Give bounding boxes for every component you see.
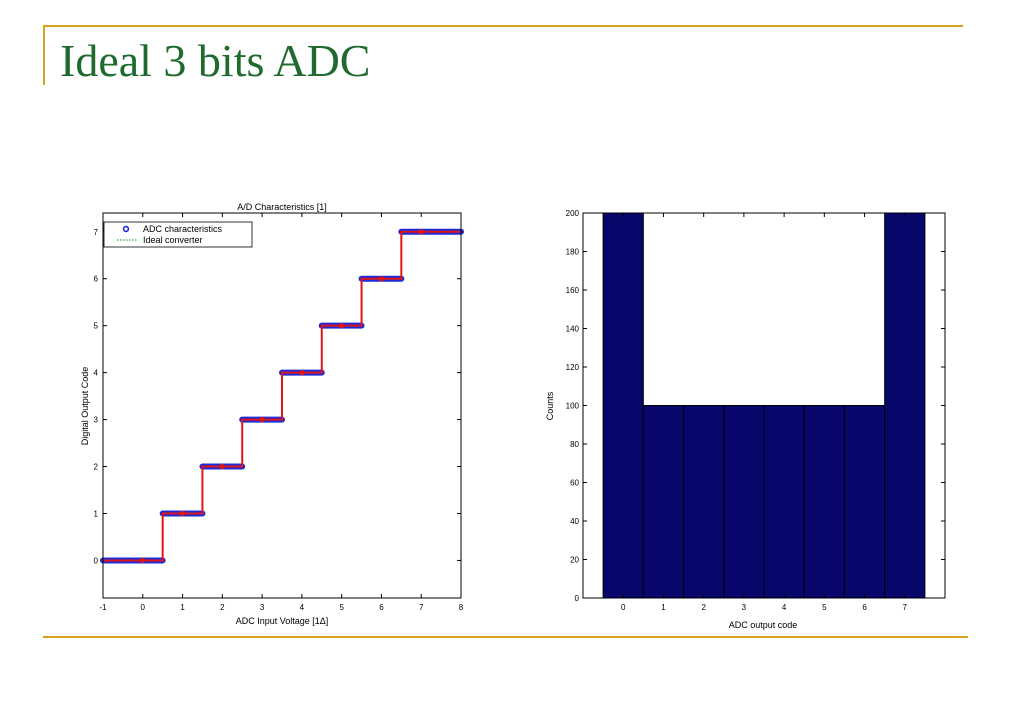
x-tick-label: 5 bbox=[822, 603, 827, 612]
y-tick-label: 7 bbox=[94, 228, 99, 237]
histogram-bar bbox=[683, 405, 725, 599]
y-tick-label: 6 bbox=[94, 275, 99, 284]
x-tick-label: 1 bbox=[180, 603, 185, 612]
code-center-marker bbox=[219, 463, 225, 470]
x-tick-label: 8 bbox=[459, 603, 464, 612]
y-tick-label: 160 bbox=[566, 286, 580, 295]
code-center-marker bbox=[378, 276, 385, 282]
y-tick-label: 20 bbox=[570, 556, 579, 565]
y-tick-label: 60 bbox=[570, 479, 579, 488]
footer-rule bbox=[43, 636, 968, 638]
legend-box bbox=[103, 221, 253, 248]
y-tick-label: 2 bbox=[94, 463, 99, 472]
x-tick-label: 5 bbox=[339, 603, 344, 612]
x-tick-label: 3 bbox=[260, 603, 265, 612]
x-tick-label: 0 bbox=[621, 603, 626, 612]
y-tick-label: 1 bbox=[94, 509, 99, 518]
y-tick-label: 3 bbox=[94, 416, 99, 425]
chart-title: A/D Characteristics [1] bbox=[237, 202, 327, 212]
title-top-rule bbox=[43, 25, 963, 27]
y-tick-label: 200 bbox=[566, 209, 580, 218]
legend-marker-adc-characteristics bbox=[122, 225, 130, 233]
x-tick-label: 6 bbox=[379, 603, 384, 612]
y-tick-label: 140 bbox=[566, 325, 580, 334]
code-center-marker bbox=[259, 416, 265, 423]
code-center-marker bbox=[140, 557, 146, 564]
histogram-bar bbox=[884, 212, 926, 599]
x-tick-label: 3 bbox=[742, 603, 747, 612]
x-tick-label: -1 bbox=[99, 603, 107, 612]
legend: ADC characteristics Ideal converter bbox=[103, 221, 253, 248]
x-axis-label: ADC output code bbox=[729, 620, 798, 630]
tick-labels: 0 1 2 3 4 5 6 7 0 20 40 60 80 100 120 140 160 180 200 bbox=[566, 209, 945, 612]
histogram-bar bbox=[803, 405, 845, 599]
plot-frame bbox=[102, 212, 462, 599]
x-tick-label: 7 bbox=[419, 603, 424, 612]
title-side-rule bbox=[43, 27, 45, 85]
legend-label-adc-characteristics: ADC characteristics bbox=[143, 224, 223, 234]
tick-labels: -1 0 1 2 3 4 5 6 7 8 0 1 2 3 4 5 6 7 bbox=[94, 213, 464, 612]
x-tick-label: 4 bbox=[300, 603, 305, 612]
slide-title: Ideal 3 bits ADC bbox=[60, 35, 371, 86]
y-tick-label: 4 bbox=[94, 369, 99, 378]
y-tick-label: 5 bbox=[94, 322, 99, 331]
legend-label-ideal-converter: Ideal converter bbox=[143, 235, 203, 245]
plot-marks bbox=[100, 228, 464, 564]
code-center-marker bbox=[299, 370, 305, 376]
code-center-marker bbox=[339, 323, 345, 329]
y-tick-label: 120 bbox=[566, 363, 580, 372]
bars bbox=[602, 212, 926, 599]
x-tick-label: 1 bbox=[661, 603, 666, 612]
histogram-bar bbox=[723, 405, 765, 599]
x-tick-label: 4 bbox=[782, 603, 787, 612]
x-axis-label: ADC Input Voltage [1Δ] bbox=[236, 616, 329, 626]
x-tick-label: 2 bbox=[220, 603, 225, 612]
x-tick-label: 2 bbox=[701, 603, 706, 612]
histogram-bar bbox=[642, 405, 685, 599]
histogram-bar bbox=[763, 405, 805, 599]
plot-frame bbox=[582, 212, 946, 599]
histogram-bar bbox=[843, 405, 886, 599]
y-tick-label: 0 bbox=[94, 556, 99, 565]
y-tick-label: 40 bbox=[570, 517, 579, 526]
y-tick-label: 180 bbox=[566, 248, 580, 257]
code-center-marker bbox=[418, 229, 424, 235]
x-tick-label: 7 bbox=[903, 603, 908, 612]
x-tick-label: 6 bbox=[862, 603, 867, 612]
y-tick-label: 0 bbox=[575, 594, 580, 603]
y-tick-label: 80 bbox=[570, 440, 579, 449]
y-tick-label: 100 bbox=[566, 402, 580, 411]
x-tick-label: 0 bbox=[141, 603, 146, 612]
histogram-bar bbox=[602, 212, 644, 599]
y-axis-label: Counts bbox=[545, 391, 555, 420]
y-axis-label: Digital Output Code bbox=[80, 367, 90, 446]
code-center-marker bbox=[179, 510, 186, 517]
